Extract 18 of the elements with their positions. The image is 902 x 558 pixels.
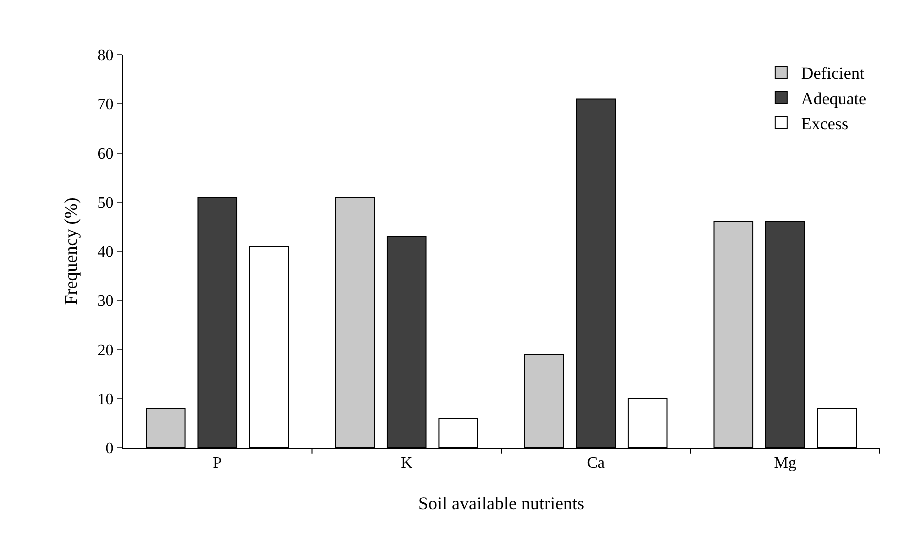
legend-label: Deficient <box>801 64 865 84</box>
y-tick-label: 70 <box>98 96 114 114</box>
legend-label: Adequate <box>801 89 867 108</box>
y-tick-label: 50 <box>98 194 114 212</box>
x-tick-label: Ca <box>587 455 606 472</box>
x-tick-label: P <box>213 455 222 472</box>
y-axis-title: Frequency (%) <box>61 198 81 306</box>
y-tick-label: 40 <box>98 244 114 262</box>
y-tick-label: 20 <box>98 342 114 360</box>
y-tick-label: 60 <box>98 146 114 163</box>
legend-label: Excess <box>801 114 849 134</box>
x-tick-label: K <box>401 455 414 472</box>
y-tick-label: 30 <box>98 293 114 310</box>
y-tick-label: 10 <box>98 391 114 408</box>
x-tick-label: Mg <box>774 455 796 472</box>
x-axis-title: Soil available nutrients <box>418 493 584 514</box>
y-tick-label: 80 <box>98 48 114 65</box>
y-tick-label: 0 <box>106 440 114 458</box>
